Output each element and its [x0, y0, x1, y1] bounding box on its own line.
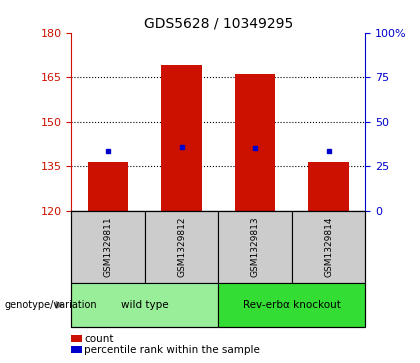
Bar	[235, 74, 276, 211]
Text: wild type: wild type	[121, 300, 169, 310]
Title: GDS5628 / 10349295: GDS5628 / 10349295	[144, 16, 293, 30]
Bar	[308, 162, 349, 211]
Bar	[161, 65, 202, 211]
Text: GSM1329814: GSM1329814	[324, 217, 333, 277]
Text: Rev-erbα knockout: Rev-erbα knockout	[243, 300, 341, 310]
Text: GSM1329813: GSM1329813	[251, 216, 260, 277]
Text: percentile rank within the sample: percentile rank within the sample	[84, 345, 260, 355]
Text: count: count	[84, 334, 113, 344]
Text: GSM1329812: GSM1329812	[177, 217, 186, 277]
Bar	[88, 162, 129, 211]
Text: GSM1329811: GSM1329811	[104, 216, 113, 277]
Text: genotype/variation: genotype/variation	[4, 300, 97, 310]
